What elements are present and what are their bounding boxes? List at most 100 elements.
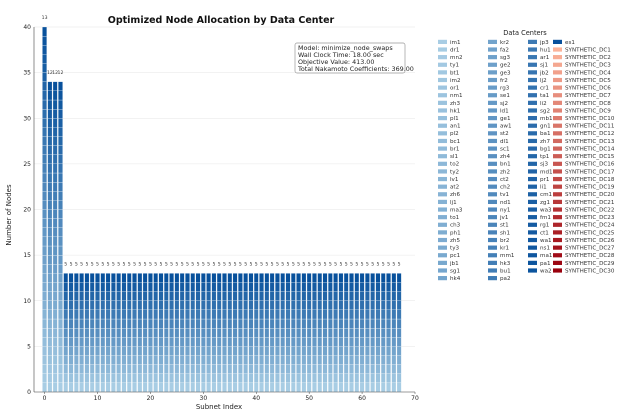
bar-segment [47,227,53,237]
bar-segment [148,291,153,301]
bar-segment [105,373,111,383]
legend-label: SYNTHETIC_DC2 [565,55,611,61]
bar-count-label: 5 [207,261,210,267]
bar-segment [89,318,95,329]
bar-segment [105,309,111,320]
bar-segment [111,337,116,347]
bar-segment [163,337,169,347]
bar-segment [222,382,227,393]
bar-segment [275,346,280,356]
bar-segment [58,227,63,237]
bar-segment [116,337,121,347]
bar-segment [52,127,58,137]
bar-segment [42,273,47,283]
bar-segment [137,373,143,383]
bar-segment [264,300,270,310]
subnet-bar [338,273,344,393]
bar-segment [365,300,370,310]
bar-segment [142,346,148,356]
bar-segment [201,273,206,283]
bar-segment [290,346,296,356]
bar-segment [74,291,79,301]
bar-segment [243,355,248,365]
bar-segment [105,382,111,393]
bar-segment [380,328,386,338]
bar-segment [142,291,148,301]
legend-label: ma1 [540,253,553,259]
bar-segment [52,355,58,365]
bar-segment [190,355,196,365]
bar-segment [52,382,58,393]
bar-segment [190,309,196,320]
bar-segment [47,282,53,292]
bar-segment [396,355,402,365]
bar-segment [370,318,375,329]
bar-segment [158,355,164,365]
bar-segment [95,328,100,338]
legend-swatch [438,47,447,52]
bar-segment [290,364,296,374]
bar-segment [380,318,386,329]
bar-segment [386,282,391,292]
bar-segment [222,337,227,347]
bar-segment [222,355,227,365]
bar-segment [317,328,323,338]
legend-swatch [488,276,497,281]
subnet-bar [359,273,365,393]
bar-segment [47,245,53,256]
bar-segment [253,355,259,365]
bar-segment [42,127,47,137]
bar-segment [338,364,344,374]
bar-segment [163,346,169,356]
bar-segment [264,346,270,356]
bar-segment [222,309,227,320]
x-tick-label: 0 [43,395,47,402]
legend-swatch [438,253,447,258]
bar-segment [58,154,63,164]
legend-swatch [438,123,447,128]
bar-segment [232,346,238,356]
bar-segment [190,300,196,310]
legend-label: mm1 [500,253,515,259]
bar-segment [185,328,190,338]
bar-segment [142,373,148,383]
bar-segment [95,346,100,356]
bar-segment [290,328,296,338]
bar-segment [248,300,254,310]
legend-label: lv1 [450,177,459,183]
bar-segment [126,337,132,347]
bar-segment [79,300,84,310]
bar-segment [386,373,391,383]
bar-segment [264,364,270,374]
bar-segment [126,282,132,292]
bar-segment [328,309,333,320]
bar-segment [280,300,286,310]
legend-label: sg1 [450,268,460,274]
subnet-bar [52,81,58,393]
bar-segment [365,318,370,329]
bar-segment [47,182,53,192]
legend-swatch [438,169,447,174]
bar-segment [148,282,153,292]
legend-label: es1 [565,40,575,46]
bar-segment [280,373,286,383]
bar-segment [201,355,206,365]
bar-count-label: 5 [218,261,221,267]
legend-swatch [488,222,497,227]
bar-segment [158,300,164,310]
bar-segment [290,382,296,393]
bar-segment [269,273,275,283]
bar-segment [190,346,196,356]
bar-segment [338,373,344,383]
legend-label: sg3 [500,55,510,61]
bar-segment [365,309,370,320]
subnet-bar [290,273,296,393]
bar-segment [349,382,354,393]
bar-segment [195,282,201,292]
bar-segment [84,364,90,374]
bar-segment [52,255,58,265]
bar-segment [58,109,63,119]
bar-segment [206,346,211,356]
bar-segment [74,346,79,356]
legend-label: SYNTHETIC_DC23 [565,215,615,221]
